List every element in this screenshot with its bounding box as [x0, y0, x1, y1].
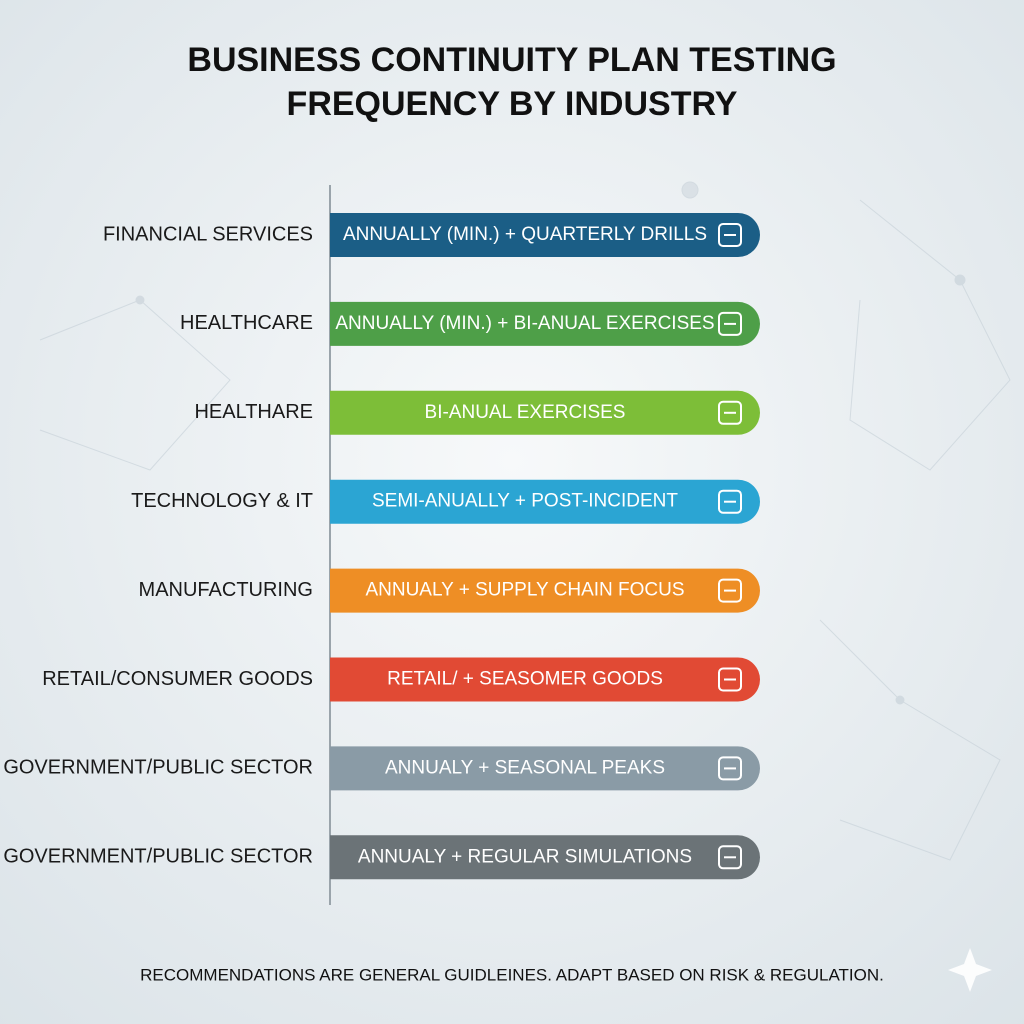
frequency-text: RETAIL/ + SEASOMER GOODS	[387, 669, 663, 690]
row-label: HEALTHCARE	[180, 312, 313, 334]
rows: FINANCIAL SERVICES ANNUALLY (MIN.) + QUAR…	[3, 213, 760, 880]
row-label: HEALTHARE	[194, 401, 313, 423]
frequency-text: ANNUALY + SUPPLY CHAIN FOCUS	[365, 580, 684, 601]
frequency-text: ANNUALLY (MIN.) + QUARTERLY DRILLS	[343, 224, 707, 245]
frequency-bar	[330, 835, 760, 880]
frequency-bar	[330, 657, 760, 702]
frequency-bar	[330, 746, 760, 791]
frequency-text: BI-ANUAL EXERCISES	[425, 402, 626, 423]
row-icon	[718, 400, 742, 425]
row-icon	[718, 489, 742, 514]
frequency-bar	[330, 568, 760, 613]
frequency-text: SEMI-ANUALLY + POST-INCIDENT	[372, 491, 678, 512]
frequency-bar	[330, 213, 760, 257]
footer-note: RECOMMENDATIONS ARE GENERAL GUIDLEINES. …	[140, 965, 884, 984]
sparkle-icon	[948, 948, 992, 992]
row-icon	[718, 667, 742, 692]
network-decoration	[39, 181, 1011, 861]
row-icon	[718, 578, 742, 603]
row-icon	[718, 311, 742, 336]
row-label: RETAIL/CONSUMER GOODS	[42, 668, 313, 690]
row-label: GOVERNMENT/PUBLIC SECTOR	[3, 757, 313, 779]
frequency-bar	[330, 479, 760, 524]
frequency-bar	[330, 390, 760, 435]
row-label: GOVERNMENT/PUBLIC SECTOR	[3, 846, 313, 868]
title-line: FREQUENCY BY INDUSTRY	[287, 85, 738, 123]
title-line: BUSINESS CONTINUITY PLAN TESTING	[187, 41, 836, 79]
row-icon	[718, 223, 742, 247]
row-label: MANUFACTURING	[139, 579, 313, 601]
row-icon	[718, 845, 742, 870]
frequency-text: ANNUALLY (MIN.) + BI-ANUAL EXERCISES	[335, 313, 714, 334]
frequency-bar	[330, 301, 760, 346]
row-label: TECHNOLOGY & IT	[131, 490, 313, 512]
row-icon	[718, 756, 742, 781]
frequency-text: ANNUALY + REGULAR SIMULATIONS	[358, 846, 692, 867]
frequency-text: ANNUALY + SEASONAL PEAKS	[385, 757, 665, 778]
row-label: FINANCIAL SERVICES	[103, 223, 313, 245]
